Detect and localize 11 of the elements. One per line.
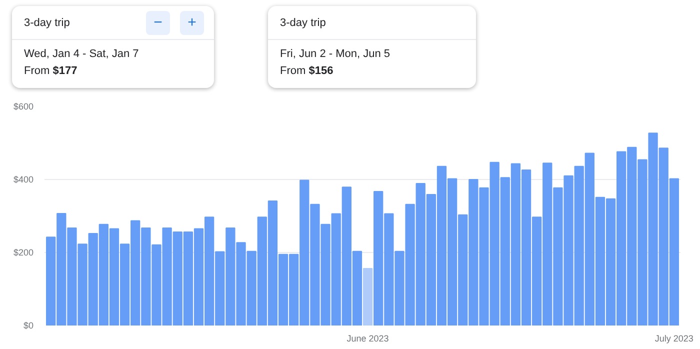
x-tick-label: July 2023 <box>654 334 694 344</box>
y-tick-label: $400 <box>13 174 34 184</box>
text: + <box>180 11 204 35</box>
text: − <box>146 11 170 35</box>
bar <box>362 268 373 326</box>
y-tick-label: $0 <box>23 320 34 330</box>
y-tick-label: $600 <box>13 102 34 112</box>
text: 3-day trip Fri, Jun 2 - Mon, Jun 5 From $156 <box>280 17 390 77</box>
y-tick-label: $200 <box>13 248 34 258</box>
text: 3-day trip Wed, Jan 4 - Sat, Jan 7 From $177 <box>24 17 139 77</box>
x-tick-label: June 2023 <box>346 334 389 344</box>
